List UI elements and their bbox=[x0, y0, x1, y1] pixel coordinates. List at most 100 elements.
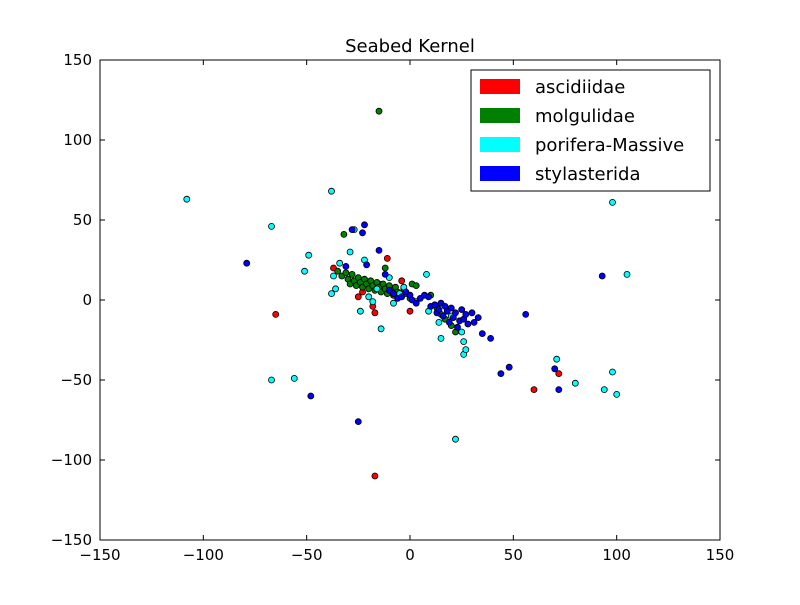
point-porifera-Massive-32 bbox=[268, 376, 275, 384]
point-stylasterida-7 bbox=[342, 262, 350, 270]
point-stylasterida-40 bbox=[470, 318, 478, 326]
point-porifera-Massive-16 bbox=[373, 285, 381, 293]
point-porifera-Massive-33 bbox=[290, 374, 298, 382]
point-stylasterida-22 bbox=[431, 301, 439, 309]
point-ascidiidae-13 bbox=[371, 472, 379, 480]
x-tick-label: 0 bbox=[405, 546, 415, 564]
x-tick-label: −150 bbox=[79, 546, 120, 564]
point-stylasterida-29 bbox=[445, 318, 453, 326]
point-stylasterida-0 bbox=[243, 259, 251, 267]
point-stylasterida-4 bbox=[361, 221, 368, 229]
point-stylasterida-35 bbox=[458, 306, 466, 314]
y-tick-label: 0 bbox=[82, 291, 92, 309]
point-porifera-Massive-1 bbox=[268, 222, 275, 230]
point-ascidiidae-12 bbox=[555, 370, 563, 378]
point-stylasterida-17 bbox=[412, 299, 420, 307]
point-stylasterida-38 bbox=[464, 320, 472, 328]
point-porifera-Massive-4 bbox=[301, 267, 309, 275]
y-tick-label: −50 bbox=[60, 371, 92, 389]
point-porifera-Massive-24 bbox=[435, 318, 443, 326]
point-porifera-Massive-18 bbox=[390, 299, 397, 307]
legend-swatch-molgulidae bbox=[480, 108, 520, 123]
point-stylasterida-9 bbox=[381, 270, 389, 278]
point-stylasterida-20 bbox=[425, 293, 433, 301]
point-porifera-Massive-12 bbox=[356, 307, 364, 315]
point-porifera-Massive-35 bbox=[571, 379, 579, 387]
point-porifera-Massive-9 bbox=[346, 248, 354, 256]
point-porifera-Massive-38 bbox=[613, 390, 621, 398]
point-stylasterida-43 bbox=[487, 334, 495, 342]
legend-swatch-stylasterida bbox=[480, 166, 520, 181]
point-porifera-Massive-13 bbox=[377, 325, 385, 333]
point-stylasterida-32 bbox=[452, 309, 459, 317]
point-porifera-Massive-30 bbox=[462, 346, 470, 354]
point-molgulidae-7 bbox=[348, 270, 356, 278]
point-porifera-Massive-22 bbox=[423, 270, 430, 278]
y-tick-label: −100 bbox=[51, 451, 92, 469]
x-tick-label: 100 bbox=[602, 546, 631, 564]
point-stylasterida-13 bbox=[398, 293, 406, 301]
point-porifera-Massive-15 bbox=[369, 298, 377, 306]
point-porifera-Massive-7 bbox=[332, 285, 340, 293]
legend-swatch-porifera-Massive bbox=[480, 137, 520, 152]
point-stylasterida-30 bbox=[447, 304, 455, 312]
legend-label-stylasterida: stylasterida bbox=[535, 164, 641, 185]
point-porifera-Massive-34 bbox=[553, 355, 561, 363]
point-molgulidae-23 bbox=[381, 264, 389, 272]
point-molgulidae-4 bbox=[342, 269, 350, 277]
point-ascidiidae-10 bbox=[406, 307, 414, 315]
point-ascidiidae-9 bbox=[398, 277, 406, 285]
point-stylasterida-26 bbox=[439, 312, 447, 320]
point-porifera-Massive-3 bbox=[305, 251, 313, 259]
point-stylasterida-1 bbox=[307, 392, 315, 400]
y-tick-label: 50 bbox=[73, 211, 92, 229]
point-stylasterida-24 bbox=[435, 306, 443, 314]
point-stylasterida-37 bbox=[462, 310, 470, 318]
ticks-layer: −150 −100 −50 0 50 100 150 −150 −100 −50 0 50 100 150 bbox=[51, 51, 735, 564]
point-stylasterida-44 bbox=[497, 370, 505, 378]
point-porifera-Massive-27 bbox=[458, 328, 466, 336]
point-ascidiidae-0 bbox=[272, 310, 280, 318]
y-tick-label: 100 bbox=[63, 131, 92, 149]
point-porifera-Massive-14 bbox=[365, 293, 373, 301]
point-porifera-Massive-25 bbox=[437, 334, 445, 342]
point-stylasterida-41 bbox=[474, 314, 482, 322]
x-tick-label: 50 bbox=[504, 546, 523, 564]
point-porifera-Massive-28 bbox=[460, 338, 468, 346]
point-stylasterida-5 bbox=[363, 261, 371, 269]
point-stylasterida-2 bbox=[354, 418, 362, 426]
point-porifera-Massive-37 bbox=[609, 368, 616, 376]
legend-label-molgulidae: molgulidae bbox=[535, 106, 635, 127]
point-porifera-Massive-8 bbox=[336, 259, 344, 267]
point-molgulidae-2 bbox=[334, 267, 342, 275]
point-stylasterida-46 bbox=[522, 310, 530, 318]
x-tick-label: 150 bbox=[706, 546, 735, 564]
point-porifera-Massive-31 bbox=[452, 435, 459, 443]
point-stylasterida-11 bbox=[390, 290, 397, 298]
legend-swatch-ascidiidae bbox=[480, 79, 520, 94]
legend-label-porifera-Massive: porifera-Massive bbox=[535, 135, 684, 156]
y-tick-label: 150 bbox=[63, 51, 92, 69]
point-stylasterida-3 bbox=[359, 229, 366, 237]
point-porifera-Massive-36 bbox=[600, 386, 608, 394]
point-ascidiidae-2 bbox=[354, 293, 362, 301]
point-stylasterida-49 bbox=[598, 272, 606, 280]
point-molgulidae-36 bbox=[412, 282, 420, 290]
point-molgulidae-1 bbox=[340, 230, 348, 238]
point-porifera-Massive-5 bbox=[330, 272, 337, 280]
point-stylasterida-48 bbox=[555, 386, 563, 394]
x-tick-label: −50 bbox=[291, 546, 323, 564]
point-stylasterida-8 bbox=[375, 246, 383, 254]
point-stylasterida-33 bbox=[454, 323, 461, 331]
point-ascidiidae-5 bbox=[371, 309, 379, 317]
x-tick-label: −100 bbox=[183, 546, 224, 564]
legend: ascidiidae molgulidae porifera-Massive styl… bbox=[470, 69, 711, 192]
point-stylasterida-39 bbox=[468, 309, 476, 317]
point-ascidiidae-11 bbox=[530, 386, 538, 394]
point-porifera-Massive-39 bbox=[609, 198, 616, 206]
point-stylasterida-42 bbox=[478, 330, 486, 338]
point-stylasterida-45 bbox=[505, 363, 513, 371]
point-stylasterida-47 bbox=[551, 365, 559, 373]
point-porifera-Massive-6 bbox=[328, 290, 335, 298]
